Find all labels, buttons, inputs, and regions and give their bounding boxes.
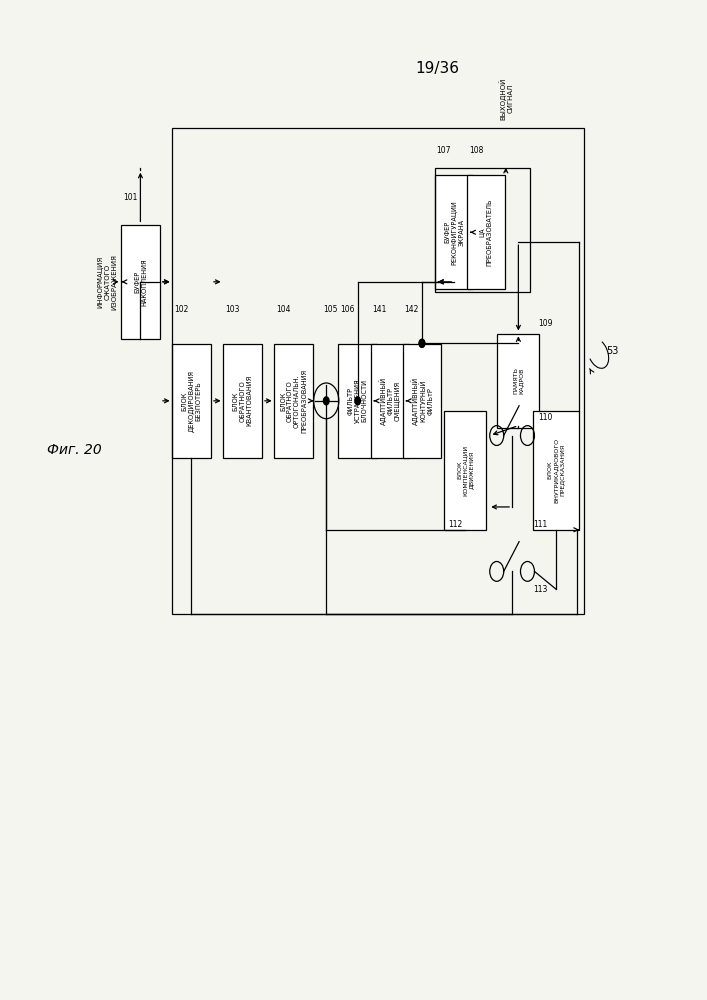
- Text: БЛОК
ВНУТРИКАДРОВОГО
ПРЕДСКАЗАНИЯ: БЛОК ВНУТРИКАДРОВОГО ПРЕДСКАЗАНИЯ: [548, 438, 564, 503]
- Circle shape: [324, 397, 329, 405]
- Text: 104: 104: [276, 305, 291, 314]
- Text: 141: 141: [373, 305, 387, 314]
- FancyBboxPatch shape: [173, 344, 211, 458]
- Text: 53: 53: [606, 346, 618, 356]
- Text: 102: 102: [174, 305, 188, 314]
- FancyBboxPatch shape: [498, 334, 539, 428]
- Text: 108: 108: [469, 146, 483, 155]
- Text: ФИЛЬТР
УСТРАНЕНИЯ
БЛОЧНОСТИ: ФИЛЬТР УСТРАНЕНИЯ БЛОЧНОСТИ: [348, 379, 368, 423]
- Text: 112: 112: [448, 520, 462, 529]
- Circle shape: [355, 397, 361, 405]
- Text: БЛОК
ОБРАТНОГО
ОРТОГОНАЛЬН.
ПРЕОБРАЗОВАНИЯ: БЛОК ОБРАТНОГО ОРТОГОНАЛЬН. ПРЕОБРАЗОВАН…: [280, 369, 307, 433]
- Circle shape: [419, 339, 425, 347]
- FancyBboxPatch shape: [467, 175, 506, 289]
- Circle shape: [419, 339, 425, 347]
- Text: БЛОК
ОБРАТНОГО
КВАНТОВАНИЯ: БЛОК ОБРАТНОГО КВАНТОВАНИЯ: [233, 375, 252, 426]
- Text: ИНФОРМАЦИЯ
СЖАТОГО
ИЗОБРАЖЕНИЯ: ИНФОРМАЦИЯ СЖАТОГО ИЗОБРАЖЕНИЯ: [98, 254, 117, 310]
- Text: 105: 105: [323, 305, 337, 314]
- Text: БУФЕР
НАКОПЛЕНИЯ: БУФЕР НАКОПЛЕНИЯ: [134, 258, 147, 306]
- Text: ВЫХОДНОЙ
СИГНАЛ: ВЫХОДНОЙ СИГНАЛ: [498, 77, 513, 120]
- Text: АДАПТИВНЫЙ
ФИЛЬТР
СМЕЩЕНИЯ: АДАПТИВНЫЙ ФИЛЬТР СМЕЩЕНИЯ: [379, 377, 401, 425]
- Text: 111: 111: [533, 520, 547, 529]
- Text: 19/36: 19/36: [415, 61, 460, 76]
- Text: 103: 103: [225, 305, 240, 314]
- Text: БЛОК
ДЕКОДИРОВАНИЯ
БЕЗПОТЕРЬ: БЛОК ДЕКОДИРОВАНИЯ БЕЗПОТЕРЬ: [182, 370, 201, 432]
- Text: 101: 101: [123, 193, 137, 202]
- FancyBboxPatch shape: [533, 411, 579, 530]
- Text: Фиг. 20: Фиг. 20: [47, 443, 101, 457]
- Text: 107: 107: [437, 146, 451, 155]
- FancyBboxPatch shape: [444, 411, 486, 530]
- FancyBboxPatch shape: [403, 344, 441, 458]
- FancyBboxPatch shape: [121, 225, 160, 339]
- Text: 109: 109: [539, 319, 553, 328]
- Text: 110: 110: [539, 413, 553, 422]
- FancyBboxPatch shape: [435, 175, 473, 289]
- Text: 113: 113: [533, 585, 547, 594]
- Text: ЦА
ПРЕОБРАЗОВАТЕЛЬ: ЦА ПРЕОБРАЗОВАТЕЛЬ: [479, 198, 493, 266]
- FancyBboxPatch shape: [370, 344, 409, 458]
- Text: АДАПТИВНЫЙ
КОНТУРНЫЙ
ФИЛЬтР: АДАПТИВНЫЙ КОНТУРНЫЙ ФИЛЬтР: [411, 377, 433, 425]
- Text: 142: 142: [404, 305, 419, 314]
- Text: БУФЕР
РЕКОНФИГУРАЦИИ
ЭКРАНА: БУФЕР РЕКОНФИГУРАЦИИ ЭКРАНА: [444, 200, 464, 265]
- Text: БЛОК
КОМПЕНСАЦИИ
ДВИЖЕНИЯ: БЛОК КОМПЕНСАЦИИ ДВИЖЕНИЯ: [457, 445, 474, 496]
- FancyBboxPatch shape: [223, 344, 262, 458]
- FancyBboxPatch shape: [274, 344, 312, 458]
- FancyBboxPatch shape: [339, 344, 377, 458]
- Text: 106: 106: [340, 305, 355, 314]
- Text: ПАМЯТЬ
КАДРОВ: ПАМЯТЬ КАДРОВ: [513, 367, 524, 394]
